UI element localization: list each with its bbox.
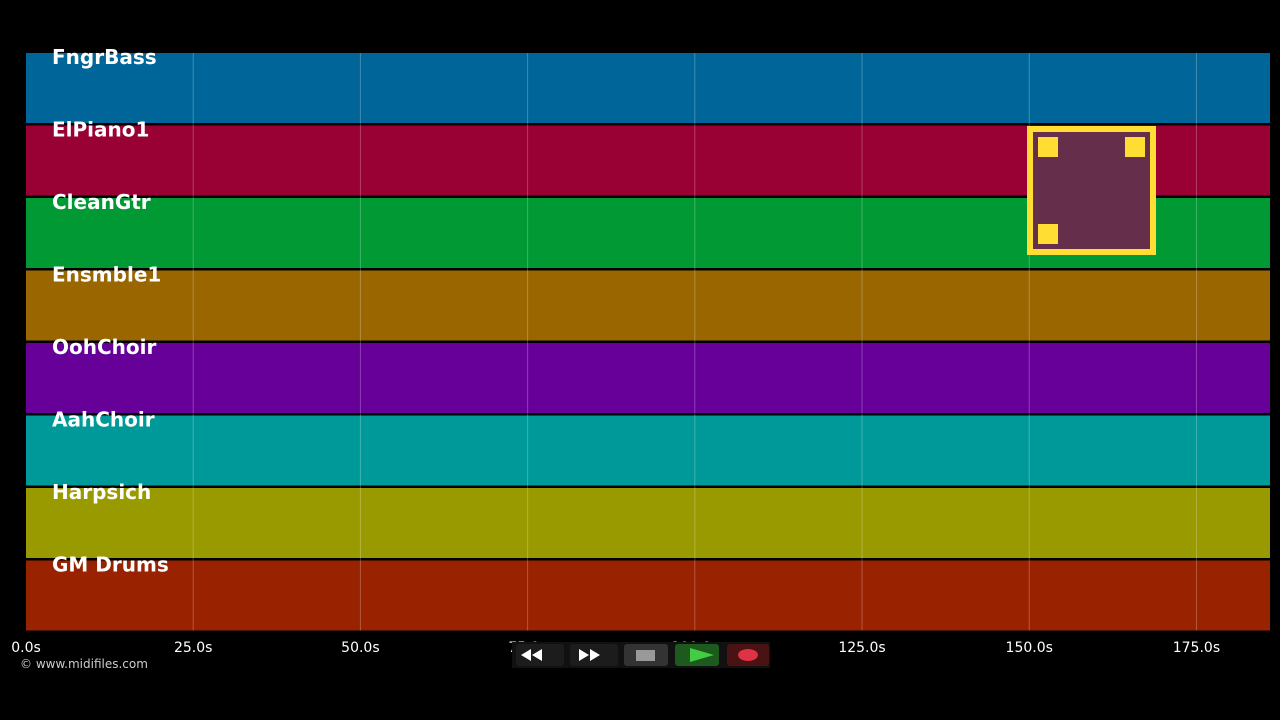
track-lane <box>26 53 1270 123</box>
track-name: Harpsich <box>52 480 151 504</box>
track-name: AahChoir <box>52 408 155 432</box>
tick-label: 25.0s <box>174 640 212 656</box>
track-lane <box>26 343 1270 413</box>
tick-label: 0.0s <box>11 640 41 656</box>
record-icon <box>738 649 758 661</box>
qr-finder <box>1038 137 1058 157</box>
track-name: CleanGtr <box>52 190 151 214</box>
transport-controls <box>512 642 770 668</box>
tick-label: 175.0s <box>1173 640 1220 656</box>
track-name: OohChoir <box>52 335 156 359</box>
track-labels: FngrBass ElPiano1 CleanGtr Ensmble1 OohChoir… <box>52 45 169 577</box>
track-name: GM Drums <box>52 553 169 577</box>
forward-button[interactable] <box>570 644 618 666</box>
tick-label: 125.0s <box>838 640 885 656</box>
forward-icon <box>579 649 600 661</box>
track-lane <box>26 270 1270 341</box>
tick-label: 50.0s <box>341 640 379 656</box>
qr-finder <box>1038 224 1058 244</box>
credit: © www.midifiles.com <box>20 657 148 671</box>
rewind-button[interactable] <box>516 644 564 666</box>
track-lane <box>26 560 1270 631</box>
stop-button[interactable] <box>624 644 668 666</box>
qr-code <box>1027 126 1156 255</box>
play-icon <box>690 648 714 662</box>
track-name: ElPiano1 <box>52 118 149 142</box>
track-name: FngrBass <box>52 45 157 69</box>
stop-icon <box>636 650 655 661</box>
tick-label: 150.0s <box>1006 640 1053 656</box>
track-lane <box>26 415 1270 486</box>
rewind-icon <box>521 649 542 661</box>
record-button[interactable] <box>727 644 769 666</box>
track-lane <box>26 488 1270 558</box>
play-button[interactable] <box>675 644 719 666</box>
qr-finder <box>1125 137 1145 157</box>
track-name: Ensmble1 <box>52 263 161 287</box>
